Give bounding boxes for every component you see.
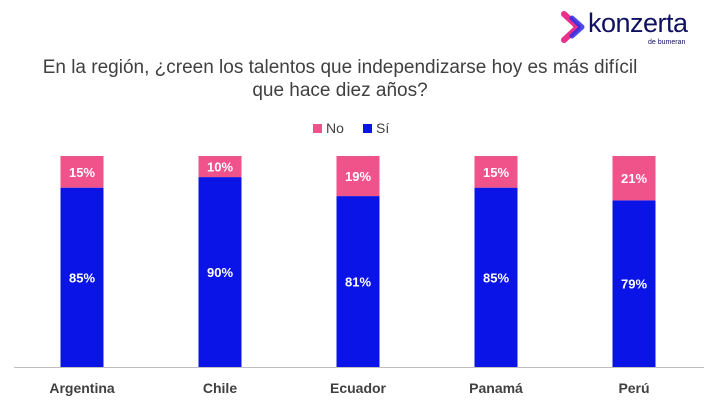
data-label-si-4: 79%: [621, 277, 647, 292]
category-label-4: Perú: [618, 380, 649, 396]
bar-si-1: [198, 177, 242, 367]
bar-si-3: [474, 187, 518, 367]
legend-swatch-si: [363, 124, 372, 133]
legend-label-si: Sí: [376, 120, 389, 136]
brand-logo: konzerta de bumeran: [560, 6, 710, 50]
konzerta-logo-icon: [561, 11, 585, 43]
data-label-no-0: 15%: [69, 165, 95, 180]
bar-si-4: [612, 200, 656, 367]
logo-tagline: de bumeran: [648, 39, 686, 46]
data-label-si-1: 90%: [207, 265, 233, 280]
category-label-1: Chile: [203, 380, 237, 396]
bar-no-0: [60, 156, 104, 188]
data-label-no-1: 10%: [207, 160, 233, 175]
data-label-no-3: 15%: [483, 165, 509, 180]
bar-no-3: [474, 156, 518, 188]
data-label-si-2: 81%: [345, 275, 371, 290]
category-label-0: Argentina: [49, 380, 115, 396]
bar-si-0: [60, 187, 104, 367]
data-label-si-0: 85%: [69, 270, 95, 285]
bar-si-2: [336, 196, 380, 367]
legend-label-no: No: [326, 120, 344, 136]
category-label-2: Ecuador: [330, 380, 387, 396]
bar-no-1: [198, 156, 242, 178]
logo-wordmark: konzerta: [588, 8, 688, 38]
bar-no-2: [336, 156, 380, 197]
legend-swatch-no: [313, 124, 322, 133]
chart-title: En la región, ¿creen los talentos que in…: [42, 57, 638, 101]
category-label-3: Panamá: [469, 380, 523, 396]
bar-no-4: [612, 156, 656, 201]
data-label-no-2: 19%: [345, 169, 371, 184]
data-label-no-4: 21%: [621, 171, 647, 186]
data-label-si-3: 85%: [483, 270, 509, 285]
